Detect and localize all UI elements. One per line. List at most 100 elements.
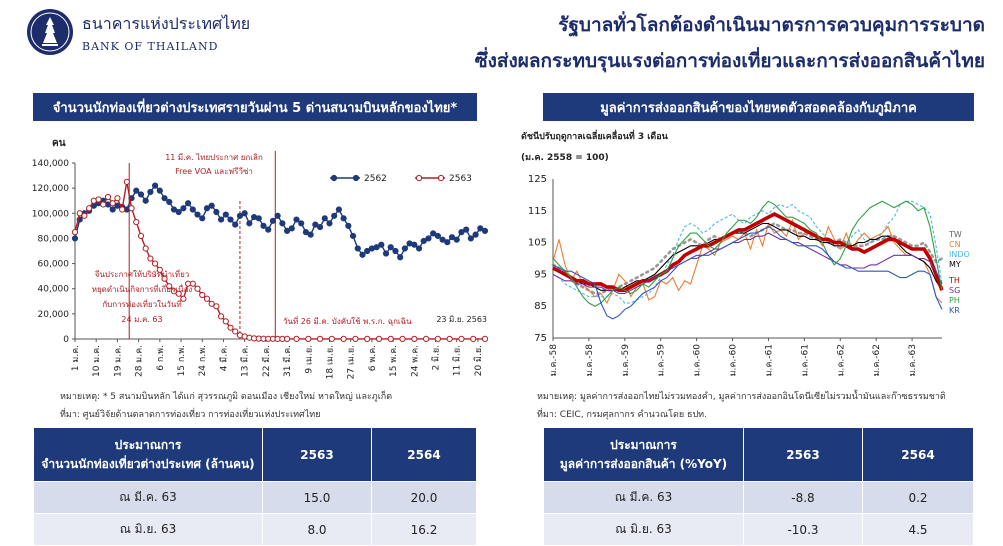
tourist-table-header: ประมาณการ จำนวนนักท่องเที่ยวต่างประเทศ (… (33, 427, 263, 482)
series-line-TH (552, 211, 944, 293)
data-point-2562 (340, 215, 347, 222)
data-point-2562 (142, 197, 149, 204)
data-point-2562 (316, 224, 324, 231)
export-index-chart: ดัชนีปรับฤดูกาลเฉลี่ยเคลื่อนที่ 3 เดือน (… (521, 129, 970, 377)
x-tick-label: ม.ค.-60 (729, 344, 739, 377)
data-point-2562 (472, 231, 479, 238)
data-point-2563 (364, 335, 371, 342)
data-point-2562 (420, 237, 427, 245)
x-tick-label: 24 ก.พ. (198, 345, 208, 376)
data-point-2563 (328, 335, 335, 342)
x-tick-label: 18 เม.ย. (325, 345, 335, 379)
data-point-2562 (274, 212, 281, 219)
data-point-2562 (269, 217, 277, 224)
chart-base-note: (ม.ค. 2558 = 100) (521, 153, 609, 163)
y-tick-label: 105 (528, 238, 547, 249)
data-point-2563 (189, 280, 196, 287)
headline-line-1: รัฐบาลทั่วโลกต้องดำเนินมาตรการควบคุมการร… (558, 14, 985, 36)
x-tick-label: 28 ม.ค. (135, 345, 145, 377)
tourist-forecast-table: ประมาณการ จำนวนนักท่องเที่ยวต่างประเทศ (… (33, 427, 477, 546)
row-label: ณ มิ.ย. 63 (543, 513, 744, 546)
data-point-2563 (458, 335, 465, 342)
x-tick-label: 6 ก.พ. (156, 345, 166, 371)
row-value-2564: 4.5 (862, 513, 974, 546)
export-table-header-line1: ประมาณการ (610, 437, 677, 452)
x-tick-label: ม.ค.-59 (657, 344, 667, 377)
x-tick-label: 4 มี.ค. (218, 345, 229, 371)
series-label-CN: CN (949, 240, 961, 249)
data-point-2562 (189, 206, 196, 213)
x-tick-label: 15 พ.ค. (389, 345, 399, 377)
y-tick-label: 0 (63, 335, 69, 345)
row-value-2564: 0.2 (862, 481, 974, 514)
data-point-2563 (175, 290, 182, 297)
data-point-2562 (326, 220, 333, 227)
data-point-2563 (119, 206, 126, 213)
data-point-2562 (349, 232, 357, 240)
data-point-2562 (331, 212, 338, 219)
data-point-2562 (364, 247, 371, 255)
annotation-china-line1: จีนประกาศให้บริษัทนำเที่ยว (94, 268, 189, 279)
data-point-2562 (307, 231, 314, 238)
data-point-2562 (71, 235, 79, 242)
bank-name-thai: ธนาคารแห่งประเทศไทย (82, 14, 251, 33)
data-point-2563 (387, 335, 394, 342)
data-point-2562 (133, 187, 140, 194)
data-point-2563 (340, 335, 347, 342)
series-line-SG (552, 232, 943, 295)
row-value-2563: 8.0 (262, 513, 372, 546)
annotation-last-date: 23 มิ.ย. 2563 (436, 315, 487, 324)
data-point-2562 (185, 200, 192, 207)
y-tick-label: 100,000 (32, 209, 69, 219)
data-point-2562 (152, 182, 159, 189)
y-tick-label: 95 (534, 269, 547, 280)
row-value-2564: 16.2 (371, 513, 477, 546)
data-point-2562 (302, 229, 310, 236)
data-point-2562 (147, 188, 154, 196)
data-point-2562 (236, 212, 244, 219)
data-point-2562 (161, 195, 168, 202)
data-point-2562 (382, 250, 390, 257)
data-point-2562 (335, 206, 343, 213)
x-tick-label: ม.ค.-60 (693, 344, 703, 377)
data-point-2562 (359, 251, 366, 258)
x-tick-label: 24 พ.ค. (410, 345, 420, 377)
data-point-2563 (213, 303, 220, 310)
data-point-2562 (354, 245, 361, 252)
data-point-2563 (375, 335, 383, 342)
data-point-2562 (298, 220, 305, 227)
y-tick-label: 85 (534, 301, 547, 312)
data-point-2562 (312, 221, 319, 228)
data-point-2563 (470, 335, 477, 342)
data-point-2563 (316, 335, 324, 342)
y-tick-label: 75 (534, 333, 547, 344)
data-point-2563 (481, 335, 489, 342)
tourist-table-col-2563: 2563 (262, 427, 372, 482)
data-point-2562 (463, 226, 470, 233)
data-point-2562 (288, 225, 295, 232)
legend-marker-2563 (415, 174, 423, 182)
data-point-2562 (293, 216, 300, 223)
y-tick-label: 20,000 (38, 310, 70, 320)
data-point-2563 (104, 193, 112, 201)
data-point-2562 (222, 211, 229, 218)
data-point-2562 (415, 245, 423, 252)
y-tick-label: 125 (528, 174, 547, 185)
data-point-2562 (217, 216, 225, 223)
x-tick-label: 13 มี.ค. (240, 345, 251, 377)
x-tick-label: 1 ม.ค. (71, 345, 81, 371)
export-table-col-2564: 2564 (862, 427, 974, 482)
export-source: ที่มา: CEIC, กรมศุลกากร คำนวณโดย ธปท. (537, 410, 707, 420)
table-row: ณ มี.ค. 63 -8.8 0.2 (543, 481, 974, 514)
data-point-2563 (161, 275, 168, 282)
data-point-2562 (397, 254, 404, 261)
data-point-2563 (446, 335, 453, 342)
series-line-CN (552, 218, 943, 305)
x-tick-label: 9 เม.ย. (304, 345, 314, 374)
x-tick-label: 22 มี.ค. (261, 345, 272, 377)
data-point-2562 (265, 226, 272, 233)
data-point-2563 (305, 335, 312, 342)
y-axis-label: คน (52, 138, 66, 149)
x-tick-label: ม.ค.-59 (621, 344, 631, 377)
y-tick-label: 140,000 (32, 159, 69, 169)
